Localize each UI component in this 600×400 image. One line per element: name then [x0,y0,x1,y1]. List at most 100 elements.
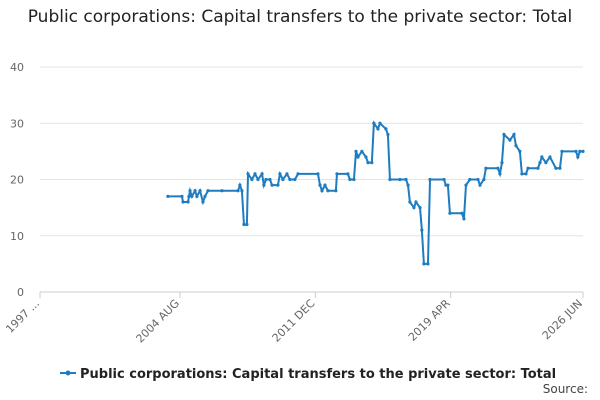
y-tick-label: 10 [10,230,24,243]
point [186,200,190,204]
y-tick-label: 0 [17,286,24,299]
point [384,127,388,131]
point [442,177,446,182]
point [256,177,260,182]
point [540,155,544,159]
point [581,149,585,153]
point [356,155,360,159]
point [426,262,430,266]
point [220,189,224,193]
point [281,177,285,182]
point [198,189,202,193]
point [478,183,482,187]
point [404,177,408,182]
point [496,166,500,170]
point [536,166,540,170]
point [285,172,289,176]
point [370,161,374,165]
point [253,172,257,176]
point [268,177,272,182]
point [318,183,322,187]
x-tick-label: 1997 ... [3,297,42,336]
point [508,138,512,142]
point [548,155,552,159]
point [206,189,210,193]
point [446,183,450,187]
point [360,149,364,153]
point [320,189,324,193]
point [484,166,488,170]
point [354,149,358,153]
point [236,189,240,193]
point [195,194,199,198]
point [388,177,392,182]
y-tick-label: 40 [10,61,24,74]
point [378,121,382,125]
point [181,200,185,204]
point [203,194,207,198]
point [414,200,418,204]
point [398,177,402,182]
point [190,194,194,198]
point [188,189,192,193]
point [193,189,197,193]
point [334,189,338,193]
x-tick-label: 2026 JUN [540,297,585,342]
point [420,228,424,232]
point [352,177,356,182]
point [288,177,292,182]
point [242,222,246,227]
point [326,189,330,193]
point [518,149,522,153]
point [346,172,350,176]
point [246,172,250,176]
x-tick-label: 2011 DEC [270,297,318,345]
point [166,194,170,198]
point [316,172,320,176]
point [520,172,524,176]
point [502,132,506,137]
point [500,161,504,165]
source: Source: [543,382,588,396]
point [574,149,578,153]
point [482,177,486,182]
point [428,177,432,182]
point [293,177,297,182]
point [560,149,564,153]
point [512,132,516,137]
point [406,183,410,187]
point [462,217,466,221]
point [468,177,472,182]
point [180,194,184,198]
point [335,172,339,176]
point [276,183,280,187]
point [448,211,452,215]
y-tick-label: 20 [10,174,24,187]
point [245,222,249,227]
legend-text: Public corporations: Capital transfers t… [80,367,556,382]
point [460,211,464,215]
point [558,166,562,170]
point [250,177,254,182]
point [418,206,422,210]
chart-title: Public corporations: Capital transfers t… [27,7,573,27]
point [544,161,548,165]
point [264,177,268,182]
point [262,183,266,187]
point [372,121,376,125]
point [386,132,390,137]
point [270,183,274,187]
point [366,161,370,165]
point [538,161,542,165]
point [498,172,502,176]
x-tick-label: 2019 APR [406,297,453,344]
point [412,206,416,210]
point [376,127,380,131]
point [514,144,518,148]
point [348,177,352,182]
legend-marker [65,370,71,376]
point [464,183,468,187]
point [408,200,412,204]
